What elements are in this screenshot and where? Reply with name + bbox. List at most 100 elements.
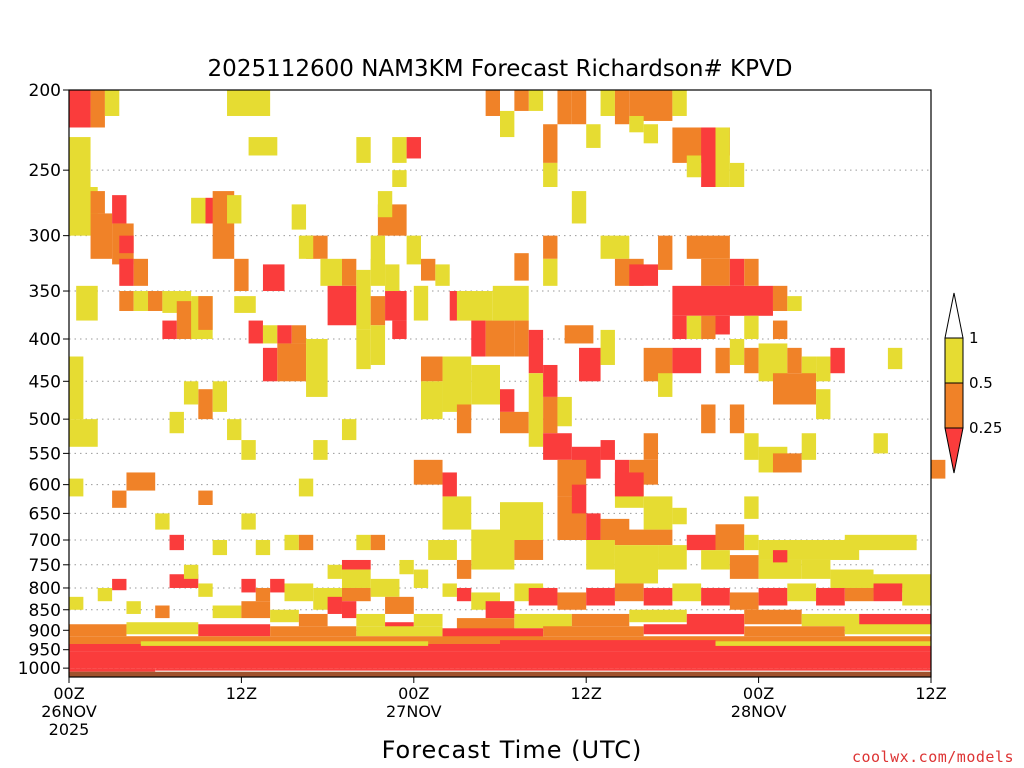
heatmap-cell xyxy=(686,155,702,178)
heatmap-cell xyxy=(119,235,134,254)
heatmap-cell xyxy=(643,624,745,635)
credit-text: coolwx.com/models xyxy=(852,748,1014,766)
heatmap-cell xyxy=(291,204,307,230)
heatmap-cell xyxy=(931,459,946,479)
heatmap-cell xyxy=(614,472,644,497)
heatmap-cells xyxy=(69,90,946,677)
heatmap-cell xyxy=(772,285,788,311)
heatmap-cell xyxy=(169,411,184,434)
heatmap-cell xyxy=(69,624,127,637)
heatmap-cell xyxy=(600,235,630,259)
heatmap-cell xyxy=(212,381,228,412)
heatmap-cell xyxy=(579,347,601,382)
heatmap-cell xyxy=(830,569,874,588)
heatmap-cell xyxy=(672,315,687,339)
heatmap-cell xyxy=(456,618,515,631)
heatmap-cell xyxy=(119,291,134,311)
heatmap-cell xyxy=(442,628,544,639)
heatmap-cell xyxy=(744,496,759,519)
x-tick-label: 00Z xyxy=(743,684,774,703)
heatmap-cell xyxy=(514,613,572,629)
heatmap-cell xyxy=(787,583,817,602)
y-tick-label: 400 xyxy=(29,330,61,350)
heatmap-cell xyxy=(392,137,407,163)
heatmap-cell xyxy=(370,296,386,326)
heatmap-cell xyxy=(227,90,271,116)
heatmap-cell xyxy=(485,90,500,116)
heatmap-cell xyxy=(902,587,931,606)
heatmap-cell xyxy=(744,626,845,637)
heatmap-cell xyxy=(500,389,515,412)
y-tick-label: 350 xyxy=(29,282,61,302)
heatmap-cell xyxy=(241,513,256,530)
heatmap-cell xyxy=(248,137,278,156)
y-tick-label: 750 xyxy=(29,556,61,576)
heatmap-cell xyxy=(112,195,127,224)
heatmap-cell xyxy=(262,347,278,382)
chart-title: 2025112600 NAM3KM Forecast Richardson# K… xyxy=(208,56,793,82)
plot-area xyxy=(68,89,946,678)
heatmap-cell xyxy=(701,550,730,570)
heatmap-cell xyxy=(183,381,199,405)
heatmap-cell xyxy=(356,613,386,627)
heatmap-cell xyxy=(500,640,716,644)
heatmap-cell xyxy=(413,569,429,588)
y-tick-label: 500 xyxy=(29,410,61,430)
heatmap-cell xyxy=(112,578,127,591)
heatmap-cell xyxy=(69,636,931,644)
heatmap-cell xyxy=(614,583,644,602)
heatmap-cell xyxy=(514,320,529,357)
heatmap-cell xyxy=(327,596,342,614)
heatmap-cell xyxy=(227,419,242,441)
heatmap-cell xyxy=(686,534,716,551)
heatmap-cell xyxy=(262,264,285,292)
heatmap-cell xyxy=(298,613,328,627)
heatmap-cell xyxy=(456,404,472,434)
x-tick-label: 26NOV xyxy=(41,702,97,721)
heatmap-cell xyxy=(744,534,759,551)
heatmap-cell xyxy=(104,90,120,116)
heatmap-cell xyxy=(816,389,831,420)
heatmap-cell xyxy=(801,613,860,627)
heatmap-cell xyxy=(514,540,544,560)
heatmap-cell xyxy=(442,472,457,497)
heatmap-cell xyxy=(97,587,113,602)
heatmap-cell xyxy=(327,564,342,579)
heatmap-cell xyxy=(514,253,529,281)
heatmap-cell xyxy=(715,641,931,646)
heatmap-cell xyxy=(327,285,357,326)
heatmap-cell xyxy=(672,347,702,374)
heatmap-cell xyxy=(356,137,371,163)
heatmap-cell xyxy=(413,285,429,321)
heatmap-cell xyxy=(801,433,817,460)
heatmap-cell xyxy=(385,596,414,614)
heatmap-cell xyxy=(341,258,357,286)
heatmap-cell xyxy=(69,671,931,677)
x-tick-label: 2025 xyxy=(49,720,90,739)
heatmap-cell xyxy=(90,90,105,128)
heatmap-cell xyxy=(471,364,500,405)
heatmap-cell xyxy=(543,258,558,286)
heatmap-cell xyxy=(492,285,529,321)
heatmap-cell xyxy=(543,433,572,460)
legend-bin xyxy=(944,382,964,429)
heatmap-cell xyxy=(801,559,831,579)
legend-label: 0.25 xyxy=(969,419,1002,437)
heatmap-cell xyxy=(528,587,558,606)
plot-frame xyxy=(68,89,932,678)
heatmap-cell xyxy=(385,291,407,321)
heatmap-cell xyxy=(162,320,177,339)
heatmap-cell xyxy=(392,320,407,339)
heatmap-cell xyxy=(198,389,213,420)
heatmap-cell xyxy=(435,264,450,286)
heatmap-cell xyxy=(729,338,745,365)
heatmap-cell xyxy=(557,396,572,427)
heatmap-cell xyxy=(658,235,673,270)
heatmap-cell xyxy=(614,90,630,125)
heatmap-cell xyxy=(370,534,386,551)
heatmap-cell xyxy=(212,540,228,556)
heatmap-cell xyxy=(406,235,421,265)
x-tick-label: 12Z xyxy=(571,684,602,703)
heatmap-cell xyxy=(69,90,91,128)
heatmap-cell xyxy=(456,291,493,321)
